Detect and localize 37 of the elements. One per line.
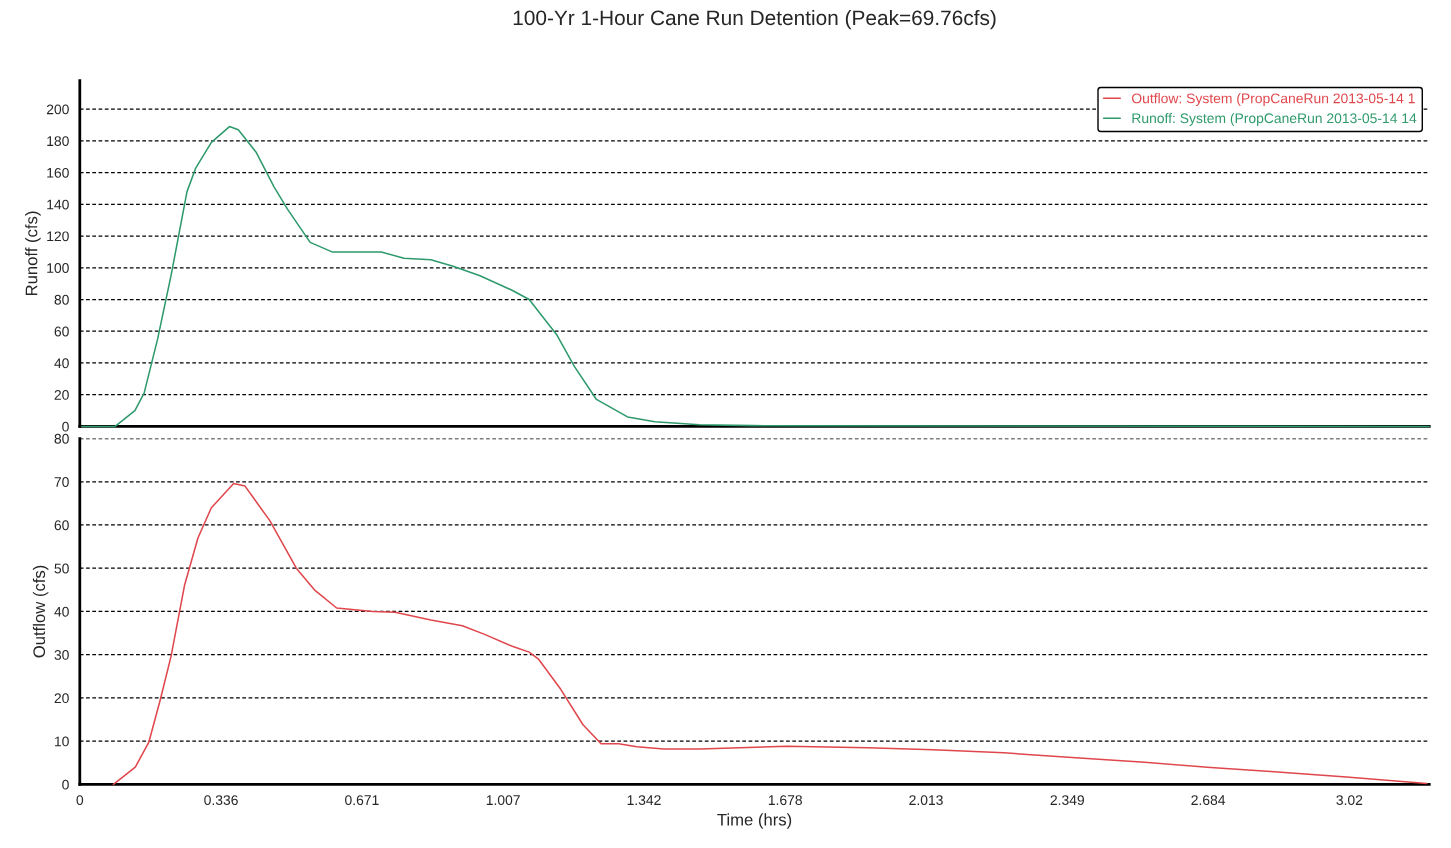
x-tick-label: 1.342: [627, 795, 661, 806]
line-series: [112, 482, 1428, 786]
y-tick-label: 20: [54, 693, 69, 704]
y-tick-label: 40: [54, 606, 69, 617]
y-tick-label: 200: [46, 104, 69, 115]
x-tick-label: 2.349: [1050, 795, 1085, 806]
y-axis-title: Runoff (cfs): [25, 211, 41, 296]
y-tick-label: 100: [47, 263, 69, 273]
y-tick-label: 180: [47, 136, 69, 147]
y-tick-label: 20: [54, 390, 69, 400]
y-tick-label: 30: [54, 650, 69, 660]
legend-label: Runoff: System (PropCaneRun 2013-05-14 14: [1132, 112, 1417, 126]
x-tick-label: 0.671: [345, 795, 379, 806]
y-tick-label: 70: [54, 477, 69, 487]
x-tick-label: 2.013: [909, 795, 943, 806]
y-tick-label: 140: [47, 199, 69, 210]
y-tick-label: 40: [54, 358, 69, 369]
legend-label: Outflow: System (PropCaneRun 2013-05-14 1: [1132, 93, 1415, 107]
y-tick-label: 160: [47, 167, 69, 178]
x-tick-label: 0: [76, 795, 84, 806]
x-tick-label: 2.684: [1191, 795, 1226, 806]
x-axis-title: Time (hrs): [717, 813, 792, 829]
y-tick-label: 10: [55, 736, 69, 747]
y-tick-label: 0: [62, 421, 69, 432]
x-tick-label: 0.336: [204, 795, 238, 806]
y-tick-label: 60: [54, 520, 69, 531]
chart-title: 100-Yr 1-Hour Cane Run Detention (Peak=69.76cfs): [513, 9, 996, 30]
y-tick-label: 80: [54, 294, 69, 305]
x-tick-label: 1.007: [486, 795, 520, 806]
x-tick-label: 3.02: [1336, 795, 1363, 806]
y-tick-label: 60: [54, 326, 69, 337]
y-tick-label: 0: [62, 779, 69, 790]
y-tick-label: 120: [47, 231, 69, 242]
y-axis-title: Outflow (cfs): [32, 565, 49, 658]
y-tick-label: 50: [54, 563, 69, 574]
y-tick-label: 80: [54, 433, 69, 444]
x-tick-label: 1.678: [768, 795, 802, 806]
